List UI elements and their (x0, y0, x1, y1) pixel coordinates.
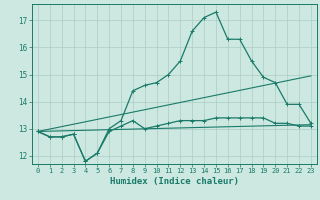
X-axis label: Humidex (Indice chaleur): Humidex (Indice chaleur) (110, 177, 239, 186)
